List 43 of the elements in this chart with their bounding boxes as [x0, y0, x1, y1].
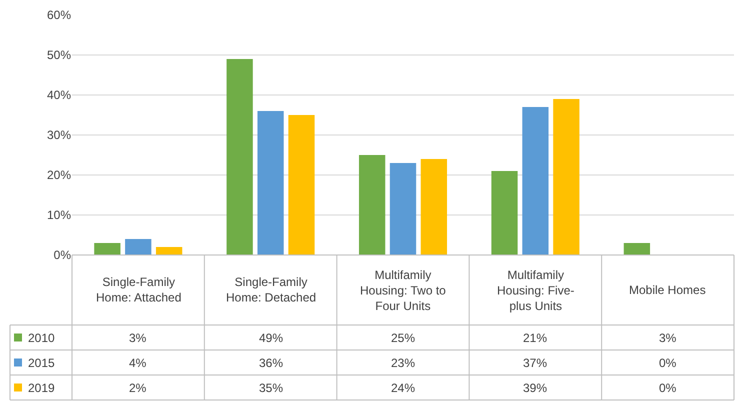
data-label: 25%: [391, 331, 416, 345]
y-tick-label: 50%: [46, 48, 72, 62]
data-label: 24%: [391, 381, 416, 395]
y-tick-label: 0%: [54, 248, 72, 262]
bar: [358, 155, 386, 255]
data-label: 0%: [659, 356, 677, 370]
y-tick-label: 40%: [46, 88, 72, 102]
data-label: 49%: [259, 331, 284, 345]
data-label: 4%: [129, 356, 147, 370]
legend-label: 2019: [28, 381, 56, 395]
bar: [288, 115, 315, 255]
x-tick-label: Multifamily Housing: Five-plus Units: [497, 268, 574, 314]
x-tick-label: Mobile Homes: [629, 283, 706, 297]
y-tick-label: 20%: [46, 168, 72, 182]
bar: [624, 243, 650, 255]
data-label: 37%: [523, 356, 548, 370]
legend-label: 2015: [28, 356, 56, 370]
data-label: 0%: [659, 381, 677, 395]
data-label: 3%: [659, 331, 677, 345]
y-tick-label: 60%: [46, 8, 72, 22]
data-label: 35%: [259, 381, 284, 395]
legend-label: 2010: [28, 331, 56, 345]
data-label: 2%: [129, 381, 147, 395]
bar: [420, 159, 448, 255]
x-tick-label: Single-Family Home: Attached: [96, 275, 182, 305]
data-label: 3%: [129, 331, 147, 345]
data-label: 39%: [523, 381, 548, 395]
y-tick-label: 30%: [46, 128, 72, 142]
bar: [125, 239, 152, 255]
bar: [522, 107, 549, 255]
bar: [553, 99, 580, 255]
y-tick-label: 10%: [46, 208, 72, 222]
bar: [491, 171, 518, 255]
bar: [94, 243, 120, 255]
data-label: 36%: [259, 356, 284, 370]
x-tick-label: Multifamily Housing: Two to Four Units: [360, 268, 446, 314]
bar: [257, 111, 284, 255]
bar: [390, 163, 416, 255]
bar: [156, 247, 182, 255]
bar: [226, 59, 253, 255]
data-label: 21%: [523, 331, 548, 345]
data-label: 23%: [391, 356, 416, 370]
x-tick-label: Single-Family Home: Detached: [226, 275, 316, 305]
